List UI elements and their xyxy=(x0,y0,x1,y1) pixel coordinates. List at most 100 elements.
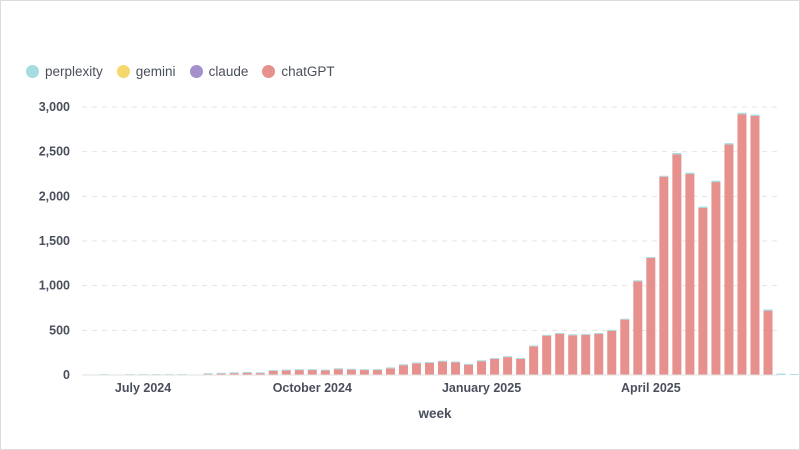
bar-chatgpt[interactable] xyxy=(398,365,408,375)
bar-chatgpt[interactable] xyxy=(242,372,252,375)
bar-chatgpt[interactable] xyxy=(685,174,695,375)
bar-perplexity[interactable] xyxy=(490,358,500,359)
bar-perplexity[interactable] xyxy=(451,361,461,363)
bar-chatgpt[interactable] xyxy=(607,330,617,375)
bar-perplexity[interactable] xyxy=(385,367,395,369)
bar-perplexity[interactable] xyxy=(242,371,252,373)
bar-chatgpt[interactable] xyxy=(503,357,513,375)
bar-perplexity[interactable] xyxy=(672,153,682,155)
bar-perplexity[interactable] xyxy=(503,356,513,358)
bar-perplexity[interactable] xyxy=(633,280,643,282)
bar-chatgpt[interactable] xyxy=(229,373,239,375)
bar-chatgpt[interactable] xyxy=(411,363,421,375)
bar-perplexity[interactable] xyxy=(255,372,265,374)
bar-chatgpt[interactable] xyxy=(737,114,747,375)
bar-chatgpt[interactable] xyxy=(620,319,630,375)
legend-label: perplexity xyxy=(45,64,103,79)
bar-chatgpt[interactable] xyxy=(372,370,382,375)
bar-chatgpt[interactable] xyxy=(255,373,265,375)
bar-perplexity[interactable] xyxy=(750,114,760,116)
bar-chatgpt[interactable] xyxy=(359,370,369,375)
legend-label: chatGPT xyxy=(281,64,335,79)
bar-chatgpt[interactable] xyxy=(346,369,356,375)
y-tick-label: 3,000 xyxy=(39,100,70,114)
bar-perplexity[interactable] xyxy=(398,364,408,366)
bar-chatgpt[interactable] xyxy=(711,182,721,375)
bar-perplexity[interactable] xyxy=(568,334,578,336)
bar-chatgpt[interactable] xyxy=(451,362,461,375)
legend-item-chatgpt[interactable]: chatGPT xyxy=(262,64,335,79)
bar-perplexity[interactable] xyxy=(216,372,226,374)
bar-perplexity[interactable] xyxy=(516,358,526,359)
bar-perplexity[interactable] xyxy=(464,363,474,365)
bar-perplexity[interactable] xyxy=(685,172,695,174)
bar-chatgpt[interactable] xyxy=(307,370,317,375)
bar-chatgpt[interactable] xyxy=(385,368,395,375)
bar-chatgpt[interactable] xyxy=(633,281,643,375)
bar-perplexity[interactable] xyxy=(581,333,591,335)
bar-perplexity[interactable] xyxy=(424,362,434,363)
bar-perplexity[interactable] xyxy=(203,373,213,375)
bar-perplexity[interactable] xyxy=(333,368,343,370)
bar-perplexity[interactable] xyxy=(372,369,382,371)
bar-chatgpt[interactable] xyxy=(477,361,487,375)
legend-item-claude[interactable]: claude xyxy=(189,64,249,79)
bar-perplexity[interactable] xyxy=(346,368,356,370)
bar-perplexity[interactable] xyxy=(698,206,708,208)
bar-chatgpt[interactable] xyxy=(268,370,278,375)
bar-chatgpt[interactable] xyxy=(646,257,656,375)
bar-chatgpt[interactable] xyxy=(438,361,448,375)
legend-label: claude xyxy=(208,64,249,79)
bar-perplexity[interactable] xyxy=(555,333,565,334)
bar-perplexity[interactable] xyxy=(359,369,369,371)
bar-perplexity[interactable] xyxy=(659,175,669,177)
bar-chatgpt[interactable] xyxy=(542,335,552,375)
bar-chatgpt[interactable] xyxy=(581,334,591,375)
bar-perplexity[interactable] xyxy=(281,369,291,371)
bar-perplexity[interactable] xyxy=(763,309,773,311)
bar-perplexity[interactable] xyxy=(320,369,330,371)
bar-chatgpt[interactable] xyxy=(294,370,304,375)
bar-chatgpt[interactable] xyxy=(555,333,565,375)
bar-chatgpt[interactable] xyxy=(333,369,343,375)
bar-perplexity[interactable] xyxy=(542,334,552,336)
bar-perplexity[interactable] xyxy=(620,318,630,320)
x-axis-title: week xyxy=(417,406,452,421)
bar-perplexity[interactable] xyxy=(711,180,721,183)
bar-perplexity[interactable] xyxy=(776,373,786,375)
bar-chatgpt[interactable] xyxy=(516,358,526,375)
bar-perplexity[interactable] xyxy=(411,362,421,364)
bar-chatgpt[interactable] xyxy=(672,154,682,375)
bar-chatgpt[interactable] xyxy=(281,370,291,375)
bar-perplexity[interactable] xyxy=(477,360,487,362)
bar-perplexity[interactable] xyxy=(789,374,799,375)
bar-perplexity[interactable] xyxy=(294,369,304,371)
bar-chatgpt[interactable] xyxy=(216,373,226,375)
legend-item-perplexity[interactable]: perplexity xyxy=(26,64,103,79)
bar-perplexity[interactable] xyxy=(529,345,539,347)
bar-perplexity[interactable] xyxy=(646,257,656,258)
bar-perplexity[interactable] xyxy=(229,372,239,374)
bar-chatgpt[interactable] xyxy=(424,362,434,375)
bar-chatgpt[interactable] xyxy=(529,346,539,375)
bar-perplexity[interactable] xyxy=(268,370,278,371)
bar-chatgpt[interactable] xyxy=(763,310,773,375)
legend-item-gemini[interactable]: gemini xyxy=(116,64,176,79)
bar-perplexity[interactable] xyxy=(594,333,604,334)
legend-swatch xyxy=(116,65,130,78)
bar-chatgpt[interactable] xyxy=(659,176,669,375)
bar-perplexity[interactable] xyxy=(438,360,448,362)
bar-perplexity[interactable] xyxy=(307,369,317,371)
bar-chatgpt[interactable] xyxy=(724,144,734,375)
bar-chatgpt[interactable] xyxy=(698,207,708,375)
bar-chatgpt[interactable] xyxy=(320,370,330,375)
bar-perplexity[interactable] xyxy=(724,143,734,145)
bar-perplexity[interactable] xyxy=(737,112,747,115)
y-tick-label: 2,500 xyxy=(39,145,70,159)
bar-chatgpt[interactable] xyxy=(464,364,474,375)
bar-chatgpt[interactable] xyxy=(594,333,604,375)
bar-chatgpt[interactable] xyxy=(568,335,578,375)
bar-perplexity[interactable] xyxy=(607,329,617,331)
bar-chatgpt[interactable] xyxy=(750,115,760,375)
bar-chatgpt[interactable] xyxy=(490,358,500,375)
